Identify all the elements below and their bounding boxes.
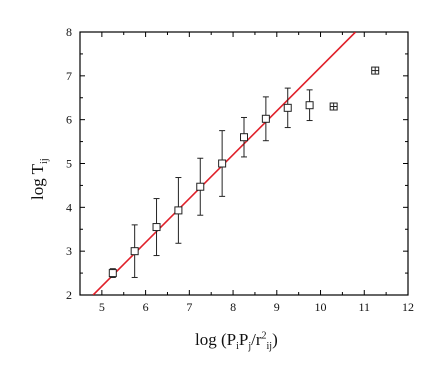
y-axis-title-part: ij <box>39 158 51 164</box>
x-tick-label: 10 <box>315 300 327 314</box>
y-tick-label: 2 <box>66 288 72 302</box>
x-axis-title-part: i <box>236 341 239 353</box>
x-axis-title-part: ) <box>272 330 278 349</box>
data-point <box>130 247 139 256</box>
x-tick-label: 9 <box>274 300 280 314</box>
x-tick-label: 5 <box>99 300 105 314</box>
x-axis-title-part: 2 <box>261 330 267 342</box>
data-point <box>218 159 227 168</box>
data-point <box>240 133 248 142</box>
y-axis-title: log Tij <box>28 158 50 200</box>
x-tick-label: 6 <box>143 300 149 314</box>
x-axis-title: log (PiPj/r2ij) <box>195 330 278 352</box>
data-point <box>283 103 292 112</box>
data-point <box>152 223 161 232</box>
y-tick-label: 8 <box>66 25 72 39</box>
data-point <box>261 114 270 123</box>
x-tick-label: 11 <box>358 300 370 314</box>
x-tick-label: 12 <box>402 300 414 314</box>
x-axis-title-part: P <box>238 330 249 349</box>
x-axis-title-part: j <box>248 341 252 353</box>
x-tick-label: 8 <box>230 300 236 314</box>
data-point <box>174 206 183 215</box>
x-axis-title-part: log (P <box>195 330 237 349</box>
y-axis-title-part: log T <box>28 163 47 200</box>
data-point <box>196 182 205 191</box>
y-tick-label: 3 <box>66 244 72 258</box>
y-tick-label: 5 <box>66 157 72 171</box>
y-tick-label: 7 <box>66 69 72 83</box>
x-tick-label: 7 <box>186 300 192 314</box>
plot-frame <box>79 31 409 296</box>
data-point <box>108 269 117 278</box>
y-tick-label: 4 <box>66 200 72 214</box>
x-axis-title-part: /r <box>251 330 262 349</box>
data-point <box>305 101 314 110</box>
x-axis-title-part: ij <box>266 341 273 353</box>
y-tick-label: 6 <box>66 113 72 127</box>
